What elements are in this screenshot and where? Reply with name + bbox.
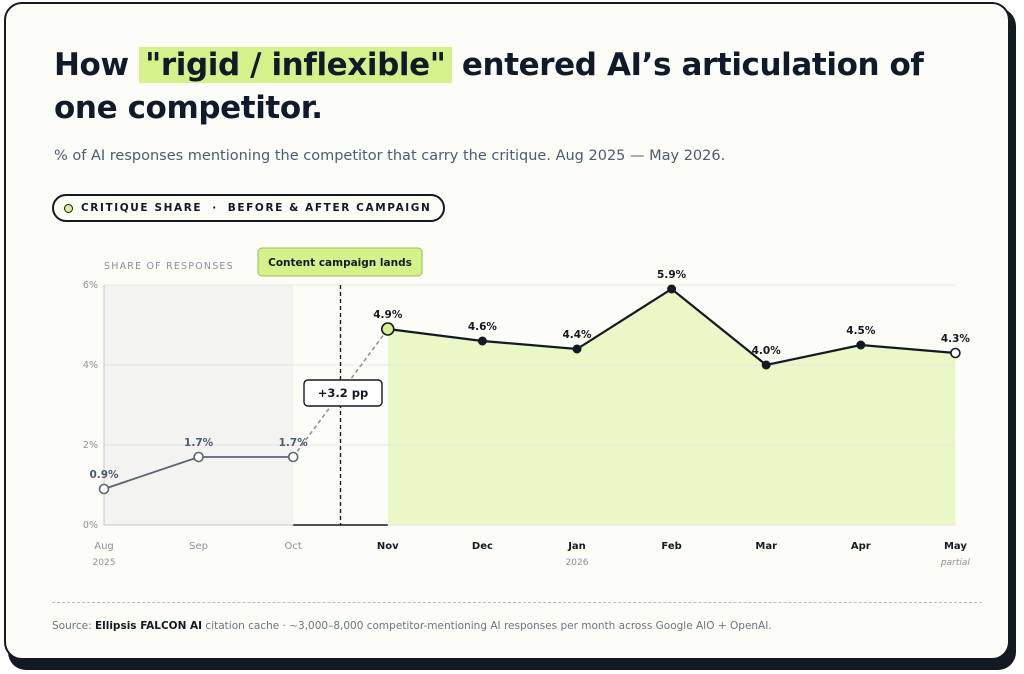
x-tick-label: Apr (851, 541, 871, 552)
x-tick-sublabel: 2025 (93, 558, 116, 568)
chart-card: How "rigid / inflexible" entered AI’s ar… (4, 2, 1010, 660)
data-label: 1.7% (279, 437, 309, 449)
x-tick-label: Mar (755, 541, 777, 552)
footnote-source: Ellipsis FALCON AI (94, 620, 203, 632)
data-label: 5.9% (657, 269, 687, 281)
campaign-label-box (257, 247, 423, 277)
jump-label: +3.2 pp (318, 386, 368, 400)
jump-label-box (303, 379, 383, 407)
footnote-rest: citation cache · ~3,000–8,000 competitor… (202, 620, 772, 632)
data-point (98, 483, 110, 495)
legend-dot-icon (64, 203, 73, 213)
data-label: 4.3% (941, 333, 971, 345)
x-tick-label: Nov (377, 541, 399, 552)
y-tick-label: 0% (83, 520, 98, 531)
data-point (950, 347, 961, 359)
page-subtitle: % of AI responses mentioning the competi… (54, 148, 726, 164)
data-point (193, 451, 204, 463)
data-label: 4.9% (373, 309, 403, 321)
after-period-area (387, 289, 956, 525)
y-tick-label: 2% (83, 440, 98, 451)
legend-pill: CRITIQUE SHARE · BEFORE & AFTER CAMPAIGN (52, 194, 446, 222)
data-label: 4.0% (752, 345, 782, 357)
data-point (761, 360, 771, 370)
data-label: 4.5% (846, 325, 876, 337)
data-label: 0.9% (89, 469, 119, 481)
x-tick-sublabel: 2026 (566, 558, 589, 568)
page-title: How "rigid / inflexible" entered AI’s ar… (54, 44, 954, 130)
footnote-prefix: Source: (52, 620, 95, 632)
data-point (287, 451, 299, 463)
title-prefix: How (54, 47, 140, 83)
x-tick-label: Oct (285, 541, 302, 552)
legend-separator: · (212, 202, 218, 214)
footnote: Source: Ellipsis FALCON AI citation cach… (52, 620, 772, 632)
footnote-divider (52, 602, 982, 603)
x-tick-label: Feb (661, 541, 681, 552)
legend-context-label: BEFORE & AFTER CAMPAIGN (227, 202, 432, 214)
x-tick-label: Aug (94, 541, 114, 552)
title-highlight: "rigid / inflexible" (139, 47, 452, 83)
before-period-band (104, 285, 294, 525)
x-tick-label: Dec (472, 541, 493, 552)
data-label: 4.4% (562, 329, 592, 341)
data-label: 1.7% (184, 437, 214, 449)
x-tick-label: May (944, 541, 967, 552)
data-point (667, 284, 677, 294)
data-point (380, 322, 395, 336)
campaign-label: Content campaign lands (268, 257, 412, 269)
data-label: 4.6% (468, 321, 498, 333)
x-tick-sublabel: partial (940, 558, 970, 568)
data-point (856, 340, 866, 350)
x-tick-label: Sep (189, 541, 208, 552)
line-chart: 0% 2% 4% 6% SHARE OF RESPONSES Content campai… (83, 247, 971, 568)
x-tick-label: Jan (567, 541, 586, 552)
data-point (477, 336, 487, 346)
y-axis-title: SHARE OF RESPONSES (104, 261, 234, 272)
y-tick-label: 4% (83, 360, 98, 371)
title-suffix: entered AI’s articulation of one competi… (54, 47, 924, 126)
legend-series-label: CRITIQUE SHARE (81, 202, 203, 214)
y-tick-label: 6% (83, 280, 98, 291)
data-point (572, 344, 582, 354)
